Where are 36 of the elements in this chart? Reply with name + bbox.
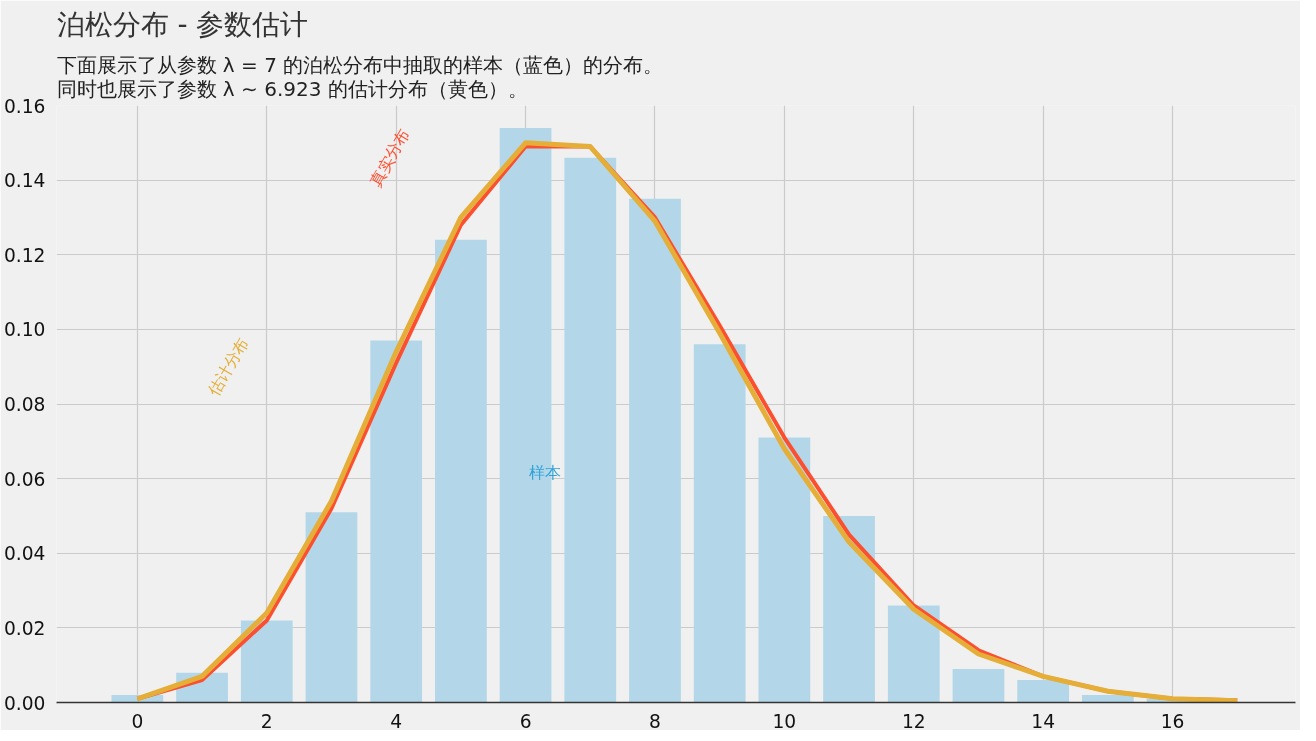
bar: [564, 157, 617, 703]
bar: [434, 239, 487, 703]
y-tick-label: 0.04: [3, 543, 46, 565]
bar: [693, 344, 746, 703]
x-tick-label: 8: [649, 710, 661, 732]
x-tick-label: 2: [260, 710, 273, 732]
x-tick-label: 14: [1031, 710, 1056, 732]
bar: [240, 620, 293, 703]
bar: [887, 605, 940, 703]
x-tick-label: 12: [901, 710, 926, 732]
y-tick-label: 0.00: [3, 692, 46, 714]
series-label: 样本: [528, 463, 561, 483]
chart-title: 泊松分布 - 参数估计: [56, 7, 309, 41]
bar: [629, 198, 681, 703]
bar: [952, 668, 1005, 703]
y-tick-label: 0.02: [3, 617, 46, 639]
y-tick-label: 0.16: [3, 95, 46, 117]
text: 估计分布: [203, 334, 253, 401]
x-tick-label: 6: [519, 710, 532, 732]
chart-subtitle: 下面展示了从参数 λ = 7 的泊松分布中抽取的样本（蓝色）的分布。同时也展示了参数 λ ∼ 6.923 的估计分布（黄色）。: [56, 52, 664, 101]
bar: [1017, 680, 1070, 703]
bar: [823, 515, 875, 703]
x-tick-label: 0: [131, 710, 144, 732]
y-tick-label: 0.12: [3, 244, 46, 266]
bar: [370, 340, 423, 703]
bar: [1081, 695, 1134, 703]
bar: [305, 512, 358, 703]
y-tick-label: 0.14: [3, 170, 46, 192]
x-tick-label: 4: [390, 710, 403, 732]
bar: [758, 437, 811, 703]
y-tick-label: 0.08: [3, 394, 46, 415]
text: 真实分布: [365, 125, 414, 191]
y-tick-label: 0.06: [3, 468, 46, 490]
x-tick-label: 10: [772, 710, 797, 732]
x-tick-label: 16: [1160, 710, 1185, 732]
y-tick-label: 0.10: [3, 319, 46, 341]
